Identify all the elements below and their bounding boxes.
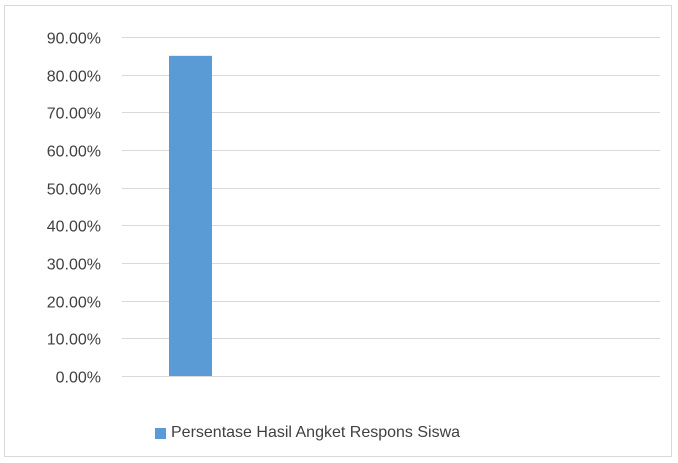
y-tick-label: 40.00%	[47, 219, 101, 236]
legend-entry-label: Persentase Hasil Angket Respons Siswa	[171, 424, 461, 441]
y-tick-label: 10.00%	[47, 332, 101, 349]
bars	[169, 55, 212, 376]
y-tick-label: 50.00%	[47, 182, 101, 199]
y-tick-label: 0.00%	[56, 370, 101, 387]
y-tick-label: 80.00%	[47, 69, 101, 86]
y-axis-tick-labels: 0.00% 10.00% 20.00% 30.00% 40.00% 50.00% 60.00…	[47, 31, 101, 387]
y-tick-label: 20.00%	[47, 295, 101, 312]
y-tick-label: 60.00%	[47, 144, 101, 161]
y-tick-label: 30.00%	[47, 257, 101, 274]
legend-swatch	[155, 427, 166, 439]
y-tick-label: 70.00%	[47, 106, 101, 123]
bar	[169, 55, 212, 376]
y-tick-label: 90.00%	[47, 31, 101, 48]
chart-frame	[4, 5, 672, 457]
legend: Persentase Hasil Angket Respons Siswa	[155, 423, 460, 443]
